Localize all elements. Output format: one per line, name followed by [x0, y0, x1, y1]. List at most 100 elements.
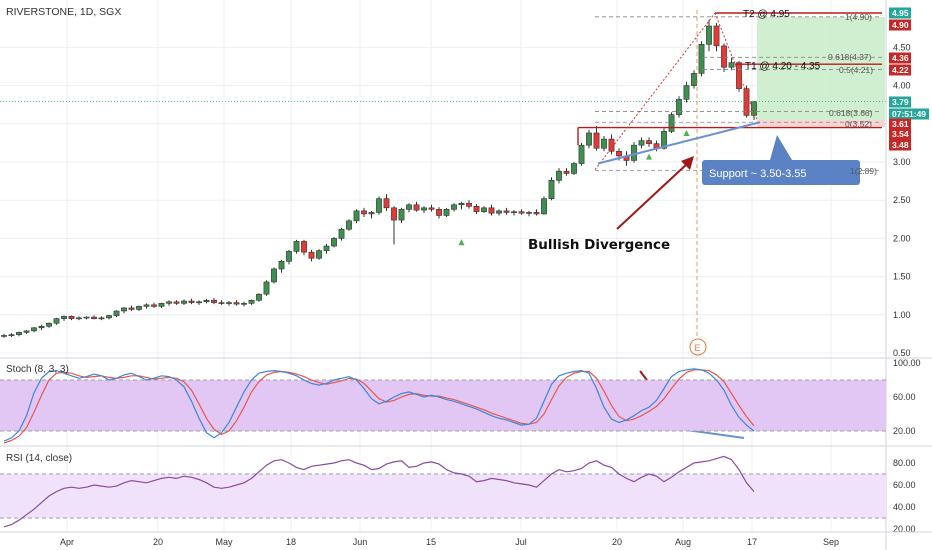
price-tick-label: 1.00 [893, 310, 911, 320]
candles [1, 19, 757, 338]
earnings-marker: E [689, 338, 707, 356]
candle-up [226, 302, 232, 304]
candle-up [248, 299, 255, 304]
candle-up [76, 317, 82, 320]
time-tick-label: 17 [747, 537, 757, 547]
t2-label: T2 @ 4.95 [743, 9, 790, 20]
candle-down [608, 138, 615, 152]
candle-up [661, 131, 667, 149]
candle-up [481, 207, 487, 212]
candle-up [271, 268, 277, 283]
candle-up [203, 299, 210, 303]
candle-up [706, 25, 712, 45]
candle-down [211, 299, 217, 303]
candle-up [293, 241, 300, 252]
price-tick-label: 1.50 [893, 272, 911, 282]
price-tag: 3.79 [889, 96, 911, 108]
price-tag-label: 4.90 [892, 20, 909, 30]
candle-down [563, 170, 570, 174]
candle-up [53, 318, 60, 324]
candle-down [503, 210, 510, 213]
support-label: Support ~ 3.50-3.55 [709, 168, 807, 180]
stop-zone [757, 120, 885, 127]
candle-up [368, 212, 375, 215]
price-tag: 3.48 [889, 139, 911, 151]
chart-title: RIVERSTONE, 1D, SGX [6, 6, 121, 18]
drawings [0, 10, 886, 439]
candle-down [413, 204, 420, 211]
time-tick-label: May [215, 537, 233, 547]
candle-up [578, 144, 585, 164]
candle-up [406, 204, 412, 210]
candle-down [743, 88, 750, 116]
price-tag: 4.22 [889, 64, 911, 76]
candle-up [511, 211, 517, 213]
time-tick-label: Jun [353, 537, 368, 547]
divergence-label: Bullish Divergence [528, 237, 670, 253]
price-tick-label: 4.00 [893, 81, 911, 91]
price-tag-bg [889, 128, 911, 140]
price-tag-label: 4.95 [892, 8, 909, 18]
time-tick-label: Jul [515, 537, 527, 547]
price-tick-label: 4.50 [893, 42, 911, 52]
candle-up [263, 281, 270, 295]
price-tick-label: 3.00 [893, 157, 911, 167]
fib-retrace-dotted [714, 12, 758, 121]
candle-up [691, 73, 697, 86]
price-tag-label: 3.48 [892, 140, 909, 150]
stoch-title: Stoch (8, 3, 3) [6, 364, 69, 375]
candle-down [616, 150, 622, 157]
rsi-tick-label: 80.00 [893, 458, 916, 468]
stoch-d-line [3, 369, 755, 444]
price-tag-label: 3.54 [892, 129, 909, 139]
price-tag: 07:51:49 [889, 108, 929, 120]
time-tick-label: 20 [612, 537, 622, 547]
stoch-tick-label: 20.00 [893, 426, 916, 436]
grid [0, 0, 886, 532]
price-tag: 4.36 [889, 52, 911, 64]
price-tag-label: 4.36 [892, 53, 909, 63]
candle-up [443, 209, 450, 216]
candle-up [556, 170, 562, 181]
candle-down [428, 207, 435, 210]
candle-up [668, 114, 675, 132]
signal-marker [683, 129, 690, 136]
candle-down [593, 132, 600, 149]
rsi-lines [3, 455, 755, 528]
candle-up [451, 204, 457, 210]
signal-marker [646, 153, 652, 160]
candle-down [473, 206, 480, 212]
t1-label: T1 @ 4.20 - 4.35 [745, 61, 821, 72]
divergence-arrow [616, 162, 689, 230]
fib-label: 0.618(4.37) [828, 52, 872, 62]
stoch-lines [3, 368, 755, 444]
candle-up [61, 316, 67, 319]
stoch-axis: 100.00 60.00 20.00 [893, 358, 921, 436]
candle-up [353, 210, 360, 222]
price-tag-bg [889, 108, 929, 120]
candle-down [188, 300, 195, 303]
candle-down [233, 302, 240, 305]
candle-down [383, 198, 390, 209]
candle-up [31, 327, 37, 332]
support-callout: Support ~ 3.50-3.55 [702, 135, 860, 185]
fib-labels: 1(4.90) 0.618(4.37) 0.5(4.21) 0.618(3.66… [828, 12, 877, 176]
candle-up [458, 202, 465, 206]
candle-up [256, 293, 262, 301]
price-tag-bg [889, 118, 911, 130]
fib-trend-dotted [594, 12, 716, 170]
price-tags: 4.95 4.90 4.36 4.22 3.79 07:51:493.613.543.48 [889, 7, 929, 151]
candle-up [278, 261, 285, 270]
candle-down [721, 45, 727, 68]
price-tag-bg [889, 19, 911, 31]
candle-down [151, 304, 157, 307]
price-tag: 3.61 [889, 118, 911, 130]
price-tag-bg [889, 52, 911, 64]
candle-down [736, 62, 742, 89]
candle-up [38, 325, 45, 329]
price-axis: 4.504.003.503.002.502.001.501.000.50 [893, 42, 911, 358]
candle-down [218, 302, 225, 304]
stoch-tick-label: 60.00 [893, 392, 916, 402]
candle-up [143, 304, 150, 307]
rsi-tick-label: 60.00 [893, 480, 916, 490]
